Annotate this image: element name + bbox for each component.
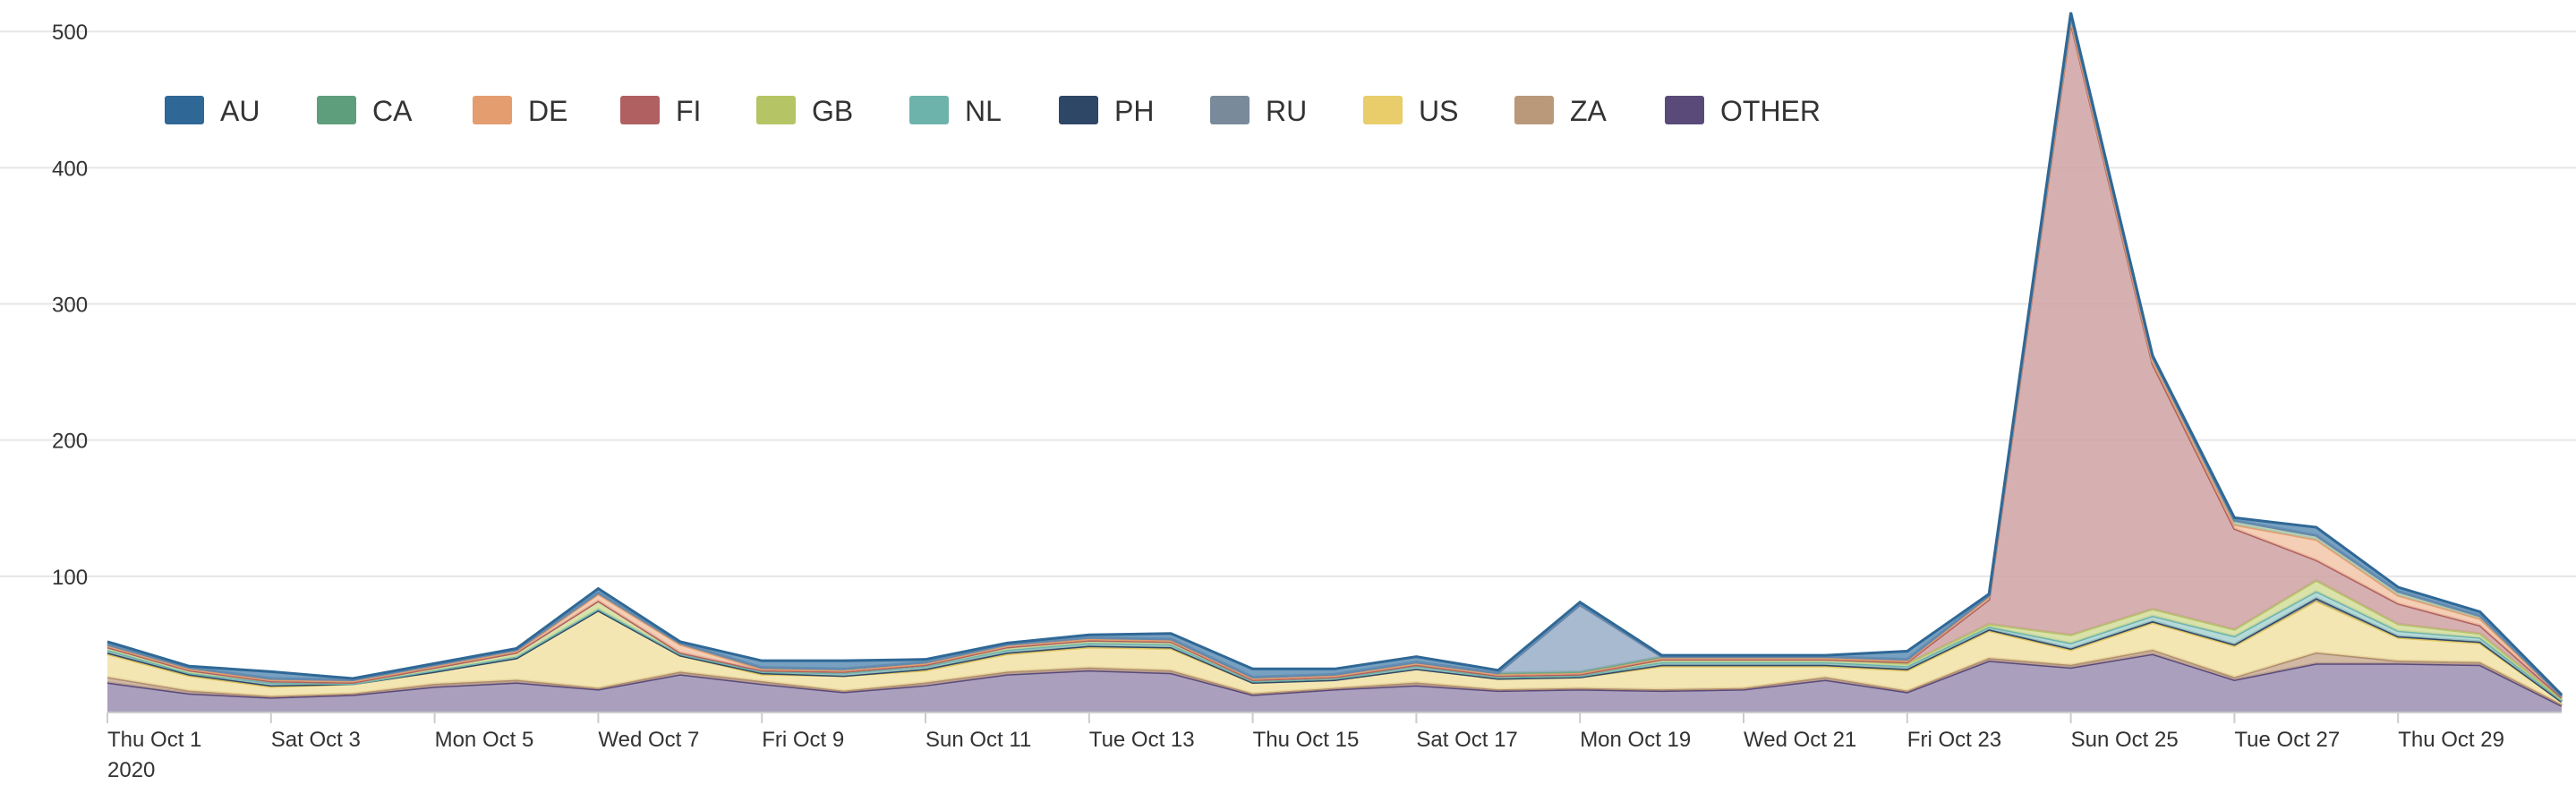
legend-label: NL	[965, 95, 1002, 127]
legend-swatch	[756, 96, 796, 124]
legend-swatch	[317, 96, 356, 124]
x-tick-label: Sun Oct 11	[925, 728, 1031, 752]
legend-swatch	[1514, 96, 1554, 124]
legend-item-other[interactable]: OTHER	[1665, 95, 1821, 127]
x-year-label: 2020	[107, 758, 155, 782]
legend-swatch	[909, 96, 949, 124]
x-tick-label: Sun Oct 25	[2071, 728, 2179, 752]
legend-swatch	[165, 96, 204, 124]
legend-label: CA	[372, 95, 413, 127]
legend-label: DE	[528, 95, 567, 127]
legend-swatch	[473, 96, 512, 124]
y-tick-label: 300	[52, 294, 88, 318]
legend-item-za[interactable]: ZA	[1514, 95, 1608, 127]
area-series-fi	[107, 21, 2562, 699]
legend-label: AU	[220, 95, 260, 127]
legend-swatch	[1210, 96, 1250, 124]
legend-item-ca[interactable]: CA	[317, 95, 413, 127]
legend-label: GB	[812, 95, 853, 127]
y-tick-label: 500	[52, 21, 88, 45]
legend-swatch	[1059, 96, 1098, 124]
legend-item-ru[interactable]: RU	[1210, 95, 1307, 127]
x-tick-label: Sat Oct 3	[271, 728, 361, 752]
grid-layer: 100 200 300 400 500	[0, 21, 2576, 590]
legend-item-au[interactable]: AU	[165, 95, 260, 127]
x-tick-label: Fri Oct 9	[762, 728, 844, 752]
legend-item-us[interactable]: US	[1363, 95, 1458, 127]
legend: AU CA DE FI GB NL PH RU US ZA OTHER	[165, 95, 1821, 127]
area-layer	[107, 12, 2563, 712]
legend-label: PH	[1114, 95, 1154, 127]
x-tick-label: Tue Oct 13	[1089, 728, 1195, 752]
legend-swatch	[1665, 96, 1704, 124]
x-tick-label: Thu Oct 29	[2398, 728, 2504, 752]
x-tick-label: Wed Oct 7	[598, 728, 699, 752]
legend-item-nl[interactable]: NL	[909, 95, 1002, 127]
legend-label: FI	[676, 95, 701, 127]
area-series-other	[107, 653, 2562, 712]
legend-item-ph[interactable]: PH	[1059, 95, 1154, 127]
x-tick-label: Mon Oct 19	[1580, 728, 1691, 752]
area-series-gb	[107, 580, 2562, 701]
legend-label: RU	[1266, 95, 1307, 127]
legend-item-fi[interactable]: FI	[620, 95, 701, 127]
x-tick-label: Sat Oct 17	[1416, 728, 1517, 752]
y-tick-label: 200	[52, 430, 88, 454]
y-tick-label: 400	[52, 157, 88, 181]
area-line-nl	[107, 589, 2563, 702]
x-tick-label: Mon Oct 5	[435, 728, 534, 752]
area-series-za	[107, 650, 2562, 706]
x-tick-label: Thu Oct 1	[107, 728, 201, 752]
legend-item-gb[interactable]: GB	[756, 95, 853, 127]
legend-swatch	[1363, 96, 1403, 124]
legend-item-de[interactable]: DE	[473, 95, 567, 127]
x-tick-label: Thu Oct 15	[1253, 728, 1360, 752]
x-tick-label: Wed Oct 21	[1744, 728, 1856, 752]
legend-swatch	[620, 96, 660, 124]
x-tick-label: Fri Oct 23	[1907, 728, 2001, 752]
x-tick-label: Tue Oct 27	[2234, 728, 2340, 752]
legend-label: ZA	[1570, 95, 1608, 127]
legend-label: US	[1419, 95, 1458, 127]
area-line-au	[107, 12, 2563, 696]
legend-label: OTHER	[1720, 95, 1821, 127]
axis-layer: Thu Oct 1 Sat Oct 3 Mon Oct 5 Wed Oct 7 Fri …	[107, 712, 2562, 782]
y-tick-label: 100	[52, 566, 88, 590]
area-series-us	[107, 601, 2562, 704]
